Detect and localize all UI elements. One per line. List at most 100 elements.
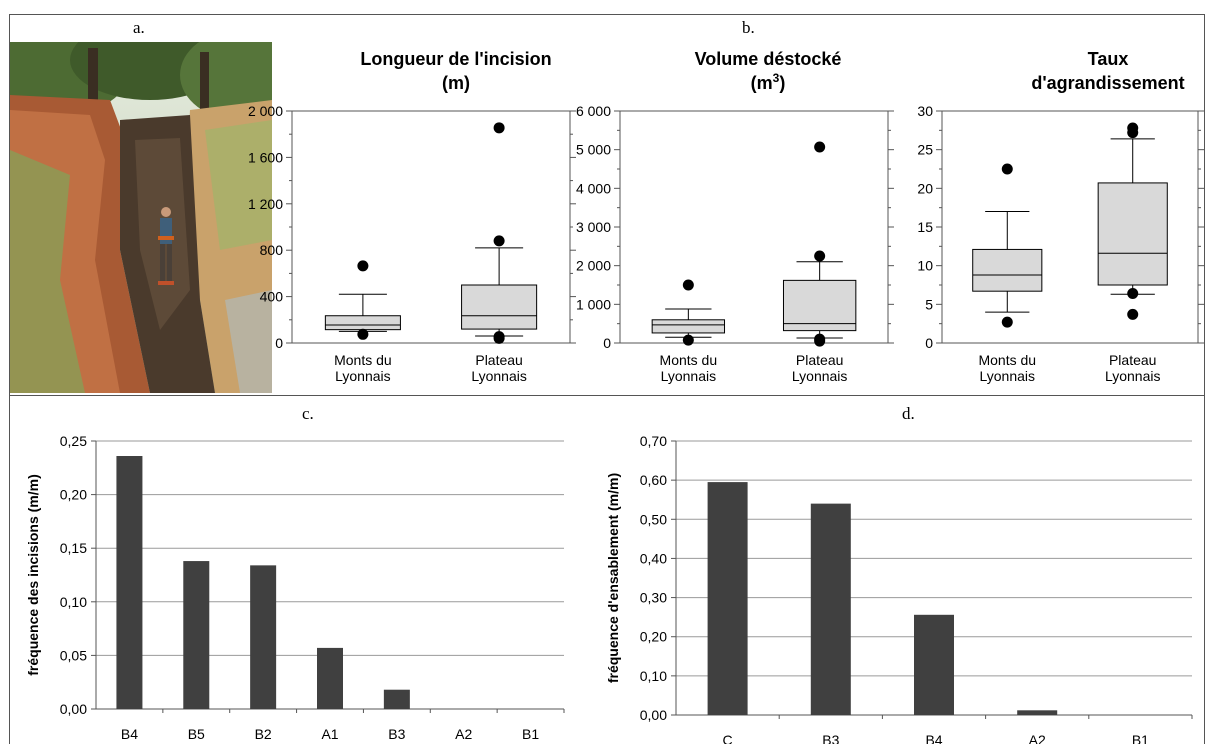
y-tick-label: 0,20 — [640, 629, 667, 645]
box-1 — [324, 260, 401, 340]
bar — [250, 565, 277, 709]
x-category-label: Lyonnais — [792, 368, 848, 384]
y-tick-label: 6 000 — [576, 103, 611, 119]
chart-title-line: (m3) — [751, 71, 786, 93]
x-category-label: B4 — [121, 726, 138, 742]
y-tick-label: 1 200 — [248, 196, 283, 212]
y-axis-label: fréquence d'ensablement (m/m) — [605, 473, 621, 683]
bar — [317, 647, 343, 709]
y-tick-label: 10 — [917, 258, 933, 274]
y-tick-label: 0,20 — [60, 487, 87, 503]
x-category-label: Monts du — [978, 352, 1036, 368]
bar — [383, 689, 410, 709]
y-tick-label: 0,50 — [640, 511, 667, 527]
y-tick-label: 4 000 — [576, 180, 611, 196]
outlier-point — [493, 331, 505, 343]
box-iqr — [651, 319, 726, 334]
box-iqr — [972, 248, 1043, 292]
outlier-point — [357, 328, 369, 340]
outlier-point — [1001, 316, 1013, 328]
x-category-label: Lyonnais — [335, 368, 391, 384]
outlier-point — [814, 250, 826, 262]
box-iqr — [1097, 182, 1168, 286]
outlier-point — [1127, 122, 1139, 134]
bar — [1017, 710, 1058, 715]
chart-title-line: Volume déstocké — [695, 49, 842, 69]
outlier-point — [1127, 308, 1139, 320]
y-tick-label: 1 600 — [248, 149, 283, 165]
outlier-point — [814, 333, 826, 345]
y-tick-label: 0,70 — [640, 433, 667, 449]
bar — [810, 503, 851, 715]
x-category-label: Monts du — [660, 352, 718, 368]
y-tick-label: 0,00 — [60, 701, 87, 717]
y-tick-label: 1 000 — [576, 296, 611, 312]
outlier-point — [682, 334, 694, 346]
y-tick-label: 5 — [925, 296, 933, 312]
box-2 — [782, 141, 857, 347]
bar-chart-1: 0,00 0,05 0,10 0,15 0,20 0,25 fréquence des in… — [25, 433, 565, 742]
y-tick-label: 2 000 — [248, 103, 283, 119]
x-category-label: C — [723, 732, 733, 744]
box-1 — [972, 163, 1043, 328]
y-tick-label: 400 — [260, 289, 284, 305]
y-tick-label: 0 — [275, 335, 283, 351]
chart-title-part: ) — [779, 73, 785, 93]
panel-label-a: a. — [133, 18, 145, 37]
y-axis-label: fréquence des incisions (m/m) — [25, 474, 41, 676]
panel-label-d: d. — [902, 404, 915, 423]
y-tick-label: 15 — [917, 219, 933, 235]
bar — [914, 614, 954, 715]
x-category-label: Lyonnais — [661, 368, 717, 384]
box-2 — [461, 122, 538, 344]
y-tick-label: 0 — [603, 335, 611, 351]
x-category-label: B3 — [822, 732, 839, 744]
x-category-label: Lyonnais — [1105, 368, 1161, 384]
y-tick-label: 20 — [917, 180, 933, 196]
outlier-point — [493, 235, 505, 247]
outlier-point — [1001, 163, 1013, 175]
x-category-label: Lyonnais — [980, 368, 1036, 384]
x-category-label: B1 — [522, 726, 539, 742]
x-category-label: Plateau — [1109, 352, 1156, 368]
box-iqr — [324, 315, 401, 331]
chart-title-line: Taux — [1088, 49, 1129, 69]
x-category-label: B5 — [188, 726, 205, 742]
y-tick-label: 0,10 — [60, 594, 87, 610]
boxplot-panel-3: Taux d'agrandissement 0 5 10 15 20 25 30 Monts du… — [917, 49, 1204, 384]
bar — [116, 456, 143, 709]
panel-label-c: c. — [302, 404, 314, 423]
outlier-point — [493, 122, 505, 134]
x-category-label: B4 — [925, 732, 942, 744]
y-tick-label: 0,05 — [60, 647, 87, 663]
bar — [707, 482, 748, 715]
y-tick-label: 0,10 — [640, 668, 667, 684]
y-tick-label: 30 — [917, 103, 933, 119]
bar-chart-2: 0,00 0,10 0,20 0,30 0,40 0,50 0,60 0,70 fréquenc… — [605, 433, 1193, 744]
chart-title-line: d'agrandissement — [1031, 73, 1184, 93]
x-category-label: Monts du — [334, 352, 392, 368]
y-tick-label: 25 — [917, 142, 933, 158]
box-1 — [651, 279, 726, 346]
panel-label-b: b. — [742, 18, 755, 37]
y-tick-label: 800 — [260, 242, 284, 258]
outlier-point — [1127, 288, 1139, 300]
outlier-point — [682, 279, 694, 291]
x-category-label: B1 — [1132, 732, 1149, 744]
x-category-label: B2 — [255, 726, 272, 742]
x-category-label: A1 — [321, 726, 338, 742]
outlier-point — [357, 260, 369, 272]
box-2 — [1097, 122, 1168, 320]
chart-title-line: Longueur de l'incision — [360, 49, 551, 69]
x-category-label: A2 — [1029, 732, 1046, 744]
chart-title-line: (m) — [442, 73, 470, 93]
x-category-label: Plateau — [475, 352, 522, 368]
y-tick-label: 0,60 — [640, 472, 667, 488]
box-iqr — [782, 279, 857, 332]
y-tick-label: 5 000 — [576, 142, 611, 158]
chart-title-part: (m — [751, 73, 773, 93]
chart-title-part: 3 — [773, 71, 780, 85]
x-category-label: A2 — [455, 726, 472, 742]
